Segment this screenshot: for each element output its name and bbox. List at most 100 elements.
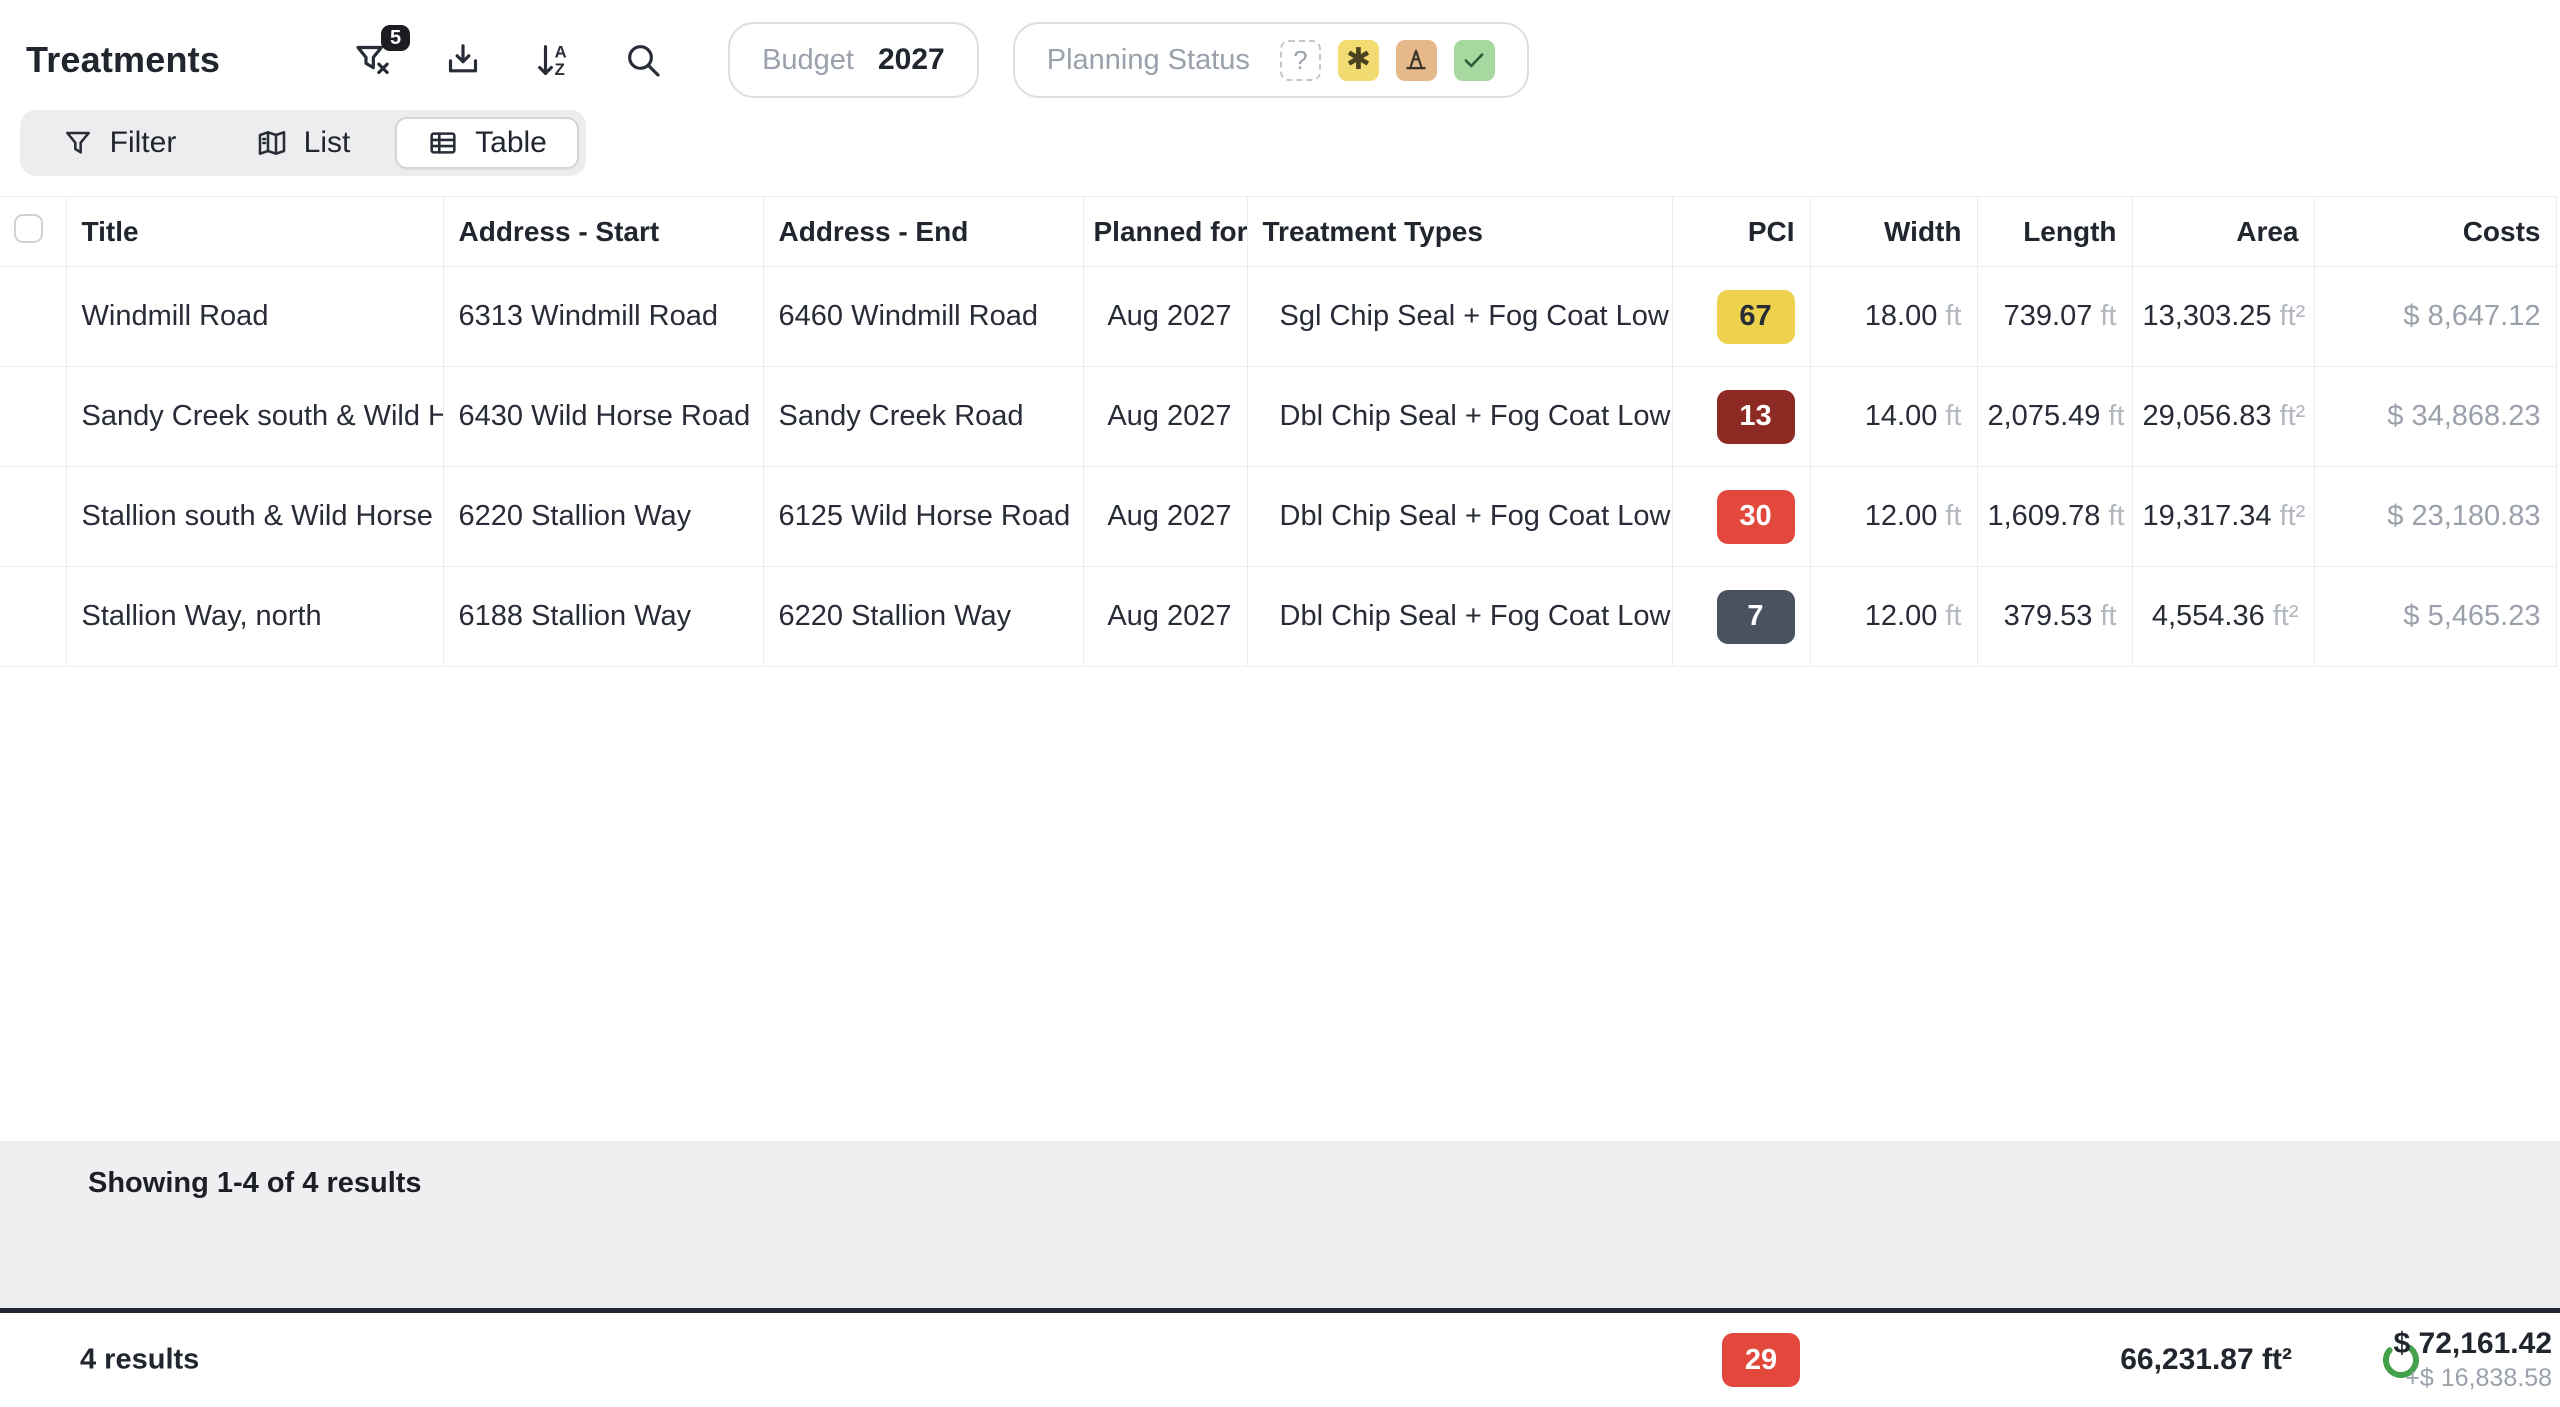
toolbar: 5 A Z bbox=[350, 25, 666, 83]
column-header-costs[interactable]: Costs bbox=[2313, 196, 2557, 267]
download-icon bbox=[448, 44, 478, 73]
summary-divider bbox=[0, 1308, 2560, 1313]
filter-clear-button[interactable]: 5 bbox=[350, 25, 411, 83]
page-title: Treatments bbox=[26, 39, 221, 80]
filter-count-badge: 5 bbox=[380, 25, 411, 51]
column-header-area[interactable]: Area bbox=[2131, 196, 2314, 267]
table-icon bbox=[430, 132, 456, 154]
status-completed-toggle[interactable] bbox=[1453, 39, 1495, 81]
filter-chips: Budget 2027 Planning Status ? ✱ bbox=[728, 22, 1529, 98]
cell-title: Stallion south & Wild Horse Road bbox=[65, 466, 443, 567]
funnel-icon bbox=[65, 131, 90, 154]
cell-area: 4,554.36 ft² bbox=[2131, 566, 2314, 667]
treatment-type-label: Dbl Chip Seal + Fog Coat Low Vol bbox=[1279, 400, 1673, 432]
cell-address-start: 6430 Wild Horse Road bbox=[442, 366, 763, 467]
traffic-cone-icon bbox=[1406, 49, 1427, 70]
svg-text:A: A bbox=[555, 43, 567, 62]
budget-chip-value: 2027 bbox=[878, 43, 945, 76]
filter-x-icon bbox=[356, 45, 389, 75]
cell-treatment-types: Dbl Chip Seal + Fog Coat Low Vol bbox=[1246, 466, 1673, 567]
cell-title: Stallion Way, north bbox=[65, 566, 443, 667]
cell-pci: 67 bbox=[1671, 266, 1810, 367]
cell-pci: 13 bbox=[1671, 366, 1810, 467]
cell-pci: 7 bbox=[1671, 566, 1810, 667]
cell-title: Sandy Creek south & Wild Hors... bbox=[65, 366, 443, 467]
column-header-planned-for[interactable]: Planned for bbox=[1082, 196, 1247, 267]
treatment-type-label: Dbl Chip Seal + Fog Coat Low Vol bbox=[1279, 500, 1673, 532]
check-icon bbox=[1464, 53, 1484, 68]
tab-filter-label: Filter bbox=[109, 126, 177, 159]
summary-cost-added: +$ 16,838.58 bbox=[2405, 1364, 2552, 1392]
cell-area: 13,303.25 ft² bbox=[2131, 266, 2314, 367]
view-switcher: Filter List Table bbox=[20, 110, 586, 176]
cell-treatment-types: Dbl Chip Seal + Fog Coat Low Vol bbox=[1246, 366, 1673, 467]
tab-list[interactable]: List bbox=[211, 117, 395, 169]
cell-planned-for: Aug 2027 bbox=[1082, 266, 1247, 367]
status-under-construction-toggle[interactable] bbox=[1395, 39, 1437, 81]
results-count: 4 results bbox=[80, 1343, 200, 1376]
budget-progress-donut bbox=[2380, 1339, 2422, 1381]
cell-costs: $ 34,868.23 bbox=[2313, 366, 2557, 467]
budget-chip[interactable]: Budget 2027 bbox=[728, 22, 979, 98]
column-header-length[interactable]: Length bbox=[1976, 196, 2132, 267]
table-row[interactable]: Stallion south & Wild Horse Road 6220 St… bbox=[0, 466, 2557, 567]
cell-address-end: 6460 Windmill Road bbox=[762, 266, 1083, 367]
column-header-address-end[interactable]: Address - End bbox=[762, 196, 1083, 267]
table-row[interactable]: Windmill Road 6313 Windmill Road 6460 Wi… bbox=[0, 266, 2557, 367]
cell-width: 12.00 ft bbox=[1809, 566, 1977, 667]
budget-chip-label: Budget bbox=[762, 43, 854, 76]
svg-text:Z: Z bbox=[555, 60, 565, 79]
tab-list-label: List bbox=[303, 126, 351, 159]
cell-width: 14.00 ft bbox=[1809, 366, 1977, 467]
cell-costs: $ 5,465.23 bbox=[2313, 566, 2557, 667]
status-planned-toggle[interactable]: ✱ bbox=[1337, 39, 1379, 81]
treatments-table: Title Address - Start Address - End Plan… bbox=[0, 196, 2557, 667]
summary-bar: 4 results 29 66,231.87 ft² $ 72,161.42 +… bbox=[0, 1313, 2560, 1407]
cell-address-start: 6188 Stallion Way bbox=[442, 566, 763, 667]
cell-address-start: 6220 Stallion Way bbox=[442, 466, 763, 567]
cell-planned-for: Aug 2027 bbox=[1082, 466, 1247, 567]
column-header-treatment-types[interactable]: Treatment Types bbox=[1246, 196, 1672, 267]
cell-length: 1,609.78 ft bbox=[1976, 466, 2132, 567]
tab-filter[interactable]: Filter bbox=[27, 117, 211, 169]
summary-pci-badge: 29 bbox=[1722, 1333, 1800, 1387]
sort-button[interactable]: A Z bbox=[530, 37, 576, 83]
sort-az-icon: A Z bbox=[538, 43, 567, 79]
column-header-title[interactable]: Title bbox=[65, 196, 443, 267]
cell-pci: 30 bbox=[1671, 466, 1810, 567]
pci-badge: 30 bbox=[1716, 489, 1795, 544]
column-header-address-start[interactable]: Address - Start bbox=[442, 196, 763, 267]
column-header-pci[interactable]: PCI bbox=[1671, 196, 1810, 267]
select-all-checkbox[interactable] bbox=[14, 213, 43, 243]
pci-badge: 67 bbox=[1716, 289, 1795, 344]
pci-badge: 7 bbox=[1716, 589, 1795, 644]
status-unplanned-toggle[interactable]: ? bbox=[1279, 39, 1321, 81]
treatment-type-label: Sgl Chip Seal + Fog Coat Low Vol bbox=[1279, 300, 1673, 332]
cell-length: 739.07 ft bbox=[1976, 266, 2132, 367]
cell-title: Windmill Road bbox=[65, 266, 443, 367]
table-row[interactable]: Sandy Creek south & Wild Hors... 6430 Wi… bbox=[0, 366, 2557, 467]
table-header-row: Title Address - Start Address - End Plan… bbox=[0, 196, 2557, 267]
cell-planned-for: Aug 2027 bbox=[1082, 566, 1247, 667]
tab-table[interactable]: Table bbox=[395, 117, 579, 169]
table-row[interactable]: Stallion Way, north 6188 Stallion Way 62… bbox=[0, 566, 2557, 667]
download-button[interactable] bbox=[440, 37, 486, 83]
cell-planned-for: Aug 2027 bbox=[1082, 366, 1247, 467]
results-band: Showing 1-4 of 4 results bbox=[0, 1141, 2560, 1308]
cell-area: 19,317.34 ft² bbox=[2131, 466, 2314, 567]
showing-results-text: Showing 1-4 of 4 results bbox=[88, 1167, 422, 1199]
cell-width: 12.00 ft bbox=[1809, 466, 1977, 567]
search-button[interactable] bbox=[620, 37, 666, 83]
cell-treatment-types: Dbl Chip Seal + Fog Coat Low Vol bbox=[1246, 566, 1673, 667]
summary-area-total: 66,231.87 ft² bbox=[2120, 1343, 2292, 1376]
cell-length: 2,075.49 ft bbox=[1976, 366, 2132, 467]
cell-width: 18.00 ft bbox=[1809, 266, 1977, 367]
asterisk-icon: ✱ bbox=[1345, 43, 1371, 76]
treatment-type-label: Dbl Chip Seal + Fog Coat Low Vol bbox=[1279, 600, 1673, 632]
column-header-width[interactable]: Width bbox=[1809, 196, 1977, 267]
search-icon bbox=[628, 45, 660, 77]
planning-status-chip[interactable]: Planning Status ? ✱ bbox=[1012, 22, 1529, 98]
summary-cost-total: $ 72,161.42 bbox=[2393, 1327, 2552, 1360]
cell-length: 379.53 ft bbox=[1976, 566, 2132, 667]
cell-address-end: 6220 Stallion Way bbox=[762, 566, 1083, 667]
